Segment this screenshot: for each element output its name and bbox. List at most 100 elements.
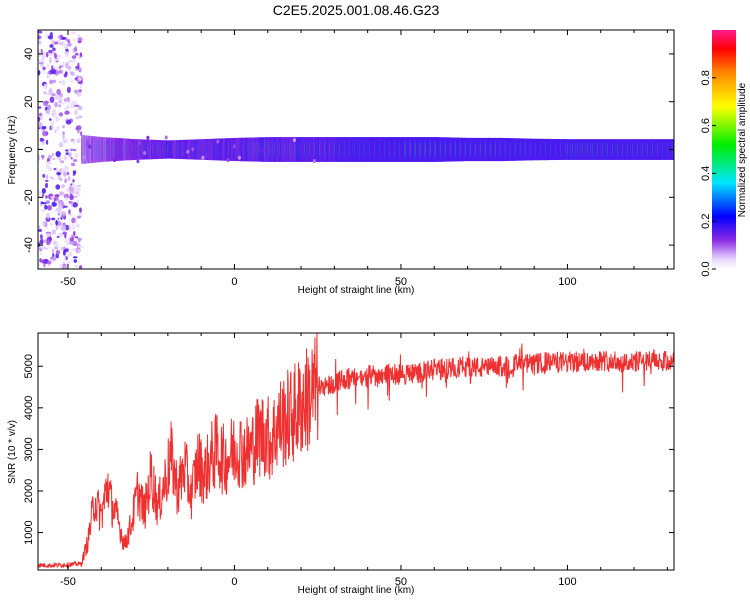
- spectrogram-carrier-cell: [286, 137, 289, 162]
- spectrogram-carrier-cell: [447, 137, 450, 162]
- spectrogram-carrier-cell: [630, 139, 633, 160]
- spectrogram-noise-cell: [73, 195, 78, 198]
- x-tick-label: -50: [60, 576, 76, 588]
- spectrogram-carrier-cell: [221, 138, 224, 161]
- spectrogram-carrier-cell: [94, 136, 97, 163]
- spectrogram-carrier-cell: [522, 138, 525, 161]
- y-tick-label: -20: [23, 189, 35, 205]
- spectrogram-noise-cell: [77, 184, 81, 187]
- spectrogram-noise-cell: [55, 184, 61, 190]
- spectrogram-carrier-cell: [302, 137, 305, 162]
- spectrogram-noise-cell: [75, 188, 77, 195]
- y-tick-label: -40: [23, 237, 35, 253]
- spectrogram-noise-cell: [70, 156, 73, 160]
- spectrogram-carrier-cell: [549, 138, 552, 160]
- spectrogram-carrier-cell: [161, 140, 164, 159]
- spectrogram-carrier-cell: [555, 139, 559, 160]
- spectrogram-noise-cell: [78, 67, 83, 73]
- spectrogram-noise-cell: [71, 225, 76, 230]
- spectrogram-carrier-cell: [457, 137, 460, 162]
- spectrogram-noise-cell: [66, 261, 71, 265]
- spectrogram-carrier-cell: [86, 135, 89, 164]
- spectrogram-noise-cell: [47, 205, 52, 211]
- spectrogram-carrier-cell: [307, 137, 310, 162]
- spectrogram-noise-cell: [72, 102, 78, 106]
- spectrogram-noise-cell: [62, 205, 68, 208]
- spectrogram-carrier-cell: [667, 139, 670, 160]
- y-tick-label: 20: [23, 96, 35, 108]
- spectrogram-noise-cell: [55, 241, 59, 248]
- spectrogram-noise-cell: [48, 88, 53, 94]
- spectrogram-noise-cell: [74, 109, 78, 116]
- spectrogram-carrier-cell: [254, 137, 257, 162]
- spectrogram-noise-cell: [70, 71, 73, 74]
- spectrogram-y-ticks: -40 -20 0 20 40: [23, 48, 674, 253]
- spectrogram-carrier-cell: [129, 138, 132, 161]
- spectrogram-carrier-cell: [564, 139, 567, 160]
- spectrogram-noise-cell: [49, 56, 52, 64]
- spectrogram-carrier-cell: [654, 139, 657, 160]
- spectrogram-noise-cell: [64, 112, 69, 115]
- spectrogram-panel: -50 0 50 100 -40 -20 0 20 40 Height of straight…: [7, 29, 675, 296]
- spectrogram-noise-cell: [51, 217, 56, 221]
- spectrogram-carrier-cell: [455, 137, 459, 162]
- spectrogram-carrier-cell: [196, 139, 199, 160]
- spectrogram-carrier-cell: [430, 137, 434, 162]
- spectrogram-carrier-cell: [515, 138, 519, 161]
- spectrogram-carrier-cell: [575, 139, 579, 160]
- spectrogram-carrier-cell: [229, 138, 232, 161]
- spectrogram-carrier-cell: [249, 137, 252, 162]
- spectrogram-noise-cell: [78, 245, 84, 249]
- spectrogram-carrier-cell: [187, 139, 191, 160]
- spectrogram-carrier-cell: [216, 138, 219, 161]
- spectrogram-carrier-cell: [594, 139, 597, 160]
- spectrogram-scatter-cell: [143, 151, 147, 155]
- spectrogram-carrier-cell: [660, 139, 663, 160]
- spectrogram-carrier-cell: [242, 137, 246, 162]
- spectrogram-noise-cell: [52, 47, 56, 52]
- spectrogram-scatter-cell: [201, 155, 205, 160]
- spectrogram-carrier-cell: [504, 138, 507, 161]
- spectrogram-noise-cell: [62, 231, 67, 235]
- spectrogram-noise-cell: [63, 73, 68, 78]
- spectrogram-carrier-cell: [424, 137, 427, 162]
- spectrogram-carrier-cell: [101, 137, 104, 162]
- x-tick-label: 0: [231, 276, 237, 288]
- spectrogram-noise-cell: [63, 171, 67, 177]
- spectrogram-noise-cell: [48, 52, 54, 57]
- spectrogram-y-axis-label: Frequency (Hz): [7, 116, 18, 185]
- spectrogram-carrier-cell: [642, 139, 645, 160]
- spectrogram-carrier-cell: [204, 139, 207, 160]
- spectrogram-carrier-cell: [525, 138, 529, 161]
- spectrogram-carrier-cell: [544, 138, 547, 161]
- spectrogram-carrier-cell: [349, 137, 352, 162]
- spectrogram-noise-cell: [43, 83, 48, 90]
- spectrogram-noise-cell: [44, 182, 49, 189]
- spectrogram-noise-cell: [74, 46, 78, 52]
- spectrogram-noise-cell: [73, 265, 79, 268]
- spectrogram-carrier-cell: [209, 138, 212, 161]
- spectrogram-carrier-cell: [610, 139, 613, 160]
- spectrogram-carrier-cell: [634, 139, 637, 160]
- spectrogram-carrier-cell: [152, 139, 156, 160]
- spectrogram-carrier-cell: [219, 138, 222, 161]
- spectrogram-noise-cell: [75, 116, 80, 119]
- spectrogram-noise-cell: [62, 133, 65, 140]
- spectrogram-noise-cell: [58, 104, 61, 108]
- spectrogram-carrier-cell: [149, 139, 152, 160]
- spectrogram-noise-cell: [50, 196, 55, 199]
- spectrogram-carrier-cell: [334, 137, 337, 162]
- spectrogram-noise-cell: [76, 199, 80, 202]
- spectrogram-carrier-cell: [600, 139, 603, 160]
- spectrogram-noise-cell: [79, 265, 83, 269]
- spectrogram-noise-cell: [68, 241, 75, 245]
- spectrogram-scatter-cell: [216, 139, 220, 144]
- spectrogram-carrier-cell: [444, 137, 447, 162]
- spectrogram-carrier-cell: [97, 136, 101, 163]
- spectrogram-noise-cell: [39, 116, 43, 120]
- spectrogram-noise-cell: [41, 221, 45, 227]
- spectrogram-carrier-cell: [89, 135, 92, 164]
- spectrogram-noise-cell: [72, 173, 76, 176]
- spectrogram-carrier-cell: [357, 137, 360, 162]
